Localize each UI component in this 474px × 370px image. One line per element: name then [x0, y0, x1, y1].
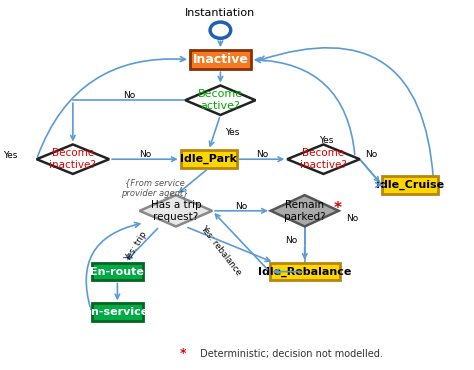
Text: Idle_Park: Idle_Park: [180, 154, 237, 164]
Text: In-service: In-service: [87, 307, 148, 317]
Text: Has a trip
request?: Has a trip request?: [151, 200, 201, 222]
Bar: [190, 50, 251, 69]
FancyArrowPatch shape: [170, 192, 175, 196]
Text: No: No: [123, 91, 135, 100]
Text: Yes: Yes: [3, 151, 18, 160]
Text: Inactive: Inactive: [192, 53, 248, 66]
Text: No: No: [346, 214, 358, 223]
Text: Idle_Cruise: Idle_Cruise: [376, 180, 444, 190]
FancyArrowPatch shape: [37, 57, 185, 157]
Text: *: *: [180, 347, 186, 360]
Text: Idle_Rebalance: Idle_Rebalance: [258, 266, 351, 277]
Text: Yes: rebalance: Yes: rebalance: [198, 224, 243, 277]
Polygon shape: [36, 144, 109, 174]
Text: {From service
provider agent}: {From service provider agent}: [121, 179, 189, 198]
Text: No: No: [285, 236, 298, 245]
Text: No: No: [256, 150, 268, 159]
Bar: [181, 150, 237, 168]
Text: Become
inactive?: Become inactive?: [300, 148, 347, 170]
Bar: [382, 176, 438, 194]
Circle shape: [210, 22, 231, 38]
FancyArrowPatch shape: [255, 57, 355, 155]
Text: No: No: [365, 150, 377, 159]
Text: *: *: [334, 201, 342, 216]
Bar: [91, 303, 143, 321]
Text: Yes: trip: Yes: trip: [123, 230, 149, 263]
Polygon shape: [140, 195, 212, 226]
Text: En-route: En-route: [91, 267, 144, 277]
Text: Yes: Yes: [225, 128, 239, 137]
FancyArrowPatch shape: [86, 222, 140, 310]
Text: Instantiation: Instantiation: [185, 8, 255, 18]
Text: Become
active?: Become active?: [198, 90, 243, 111]
Bar: [270, 263, 340, 280]
Text: No: No: [139, 150, 151, 159]
Polygon shape: [271, 195, 338, 226]
Text: Yes: Yes: [319, 135, 333, 145]
Text: No: No: [236, 202, 247, 211]
FancyArrowPatch shape: [260, 48, 433, 179]
Polygon shape: [287, 144, 360, 174]
Text: Remain
parked?: Remain parked?: [284, 200, 326, 222]
Text: Become
inactive?: Become inactive?: [49, 148, 96, 170]
Bar: [91, 263, 143, 280]
Polygon shape: [185, 85, 255, 115]
Text: Deterministic; decision not modelled.: Deterministic; decision not modelled.: [197, 349, 383, 359]
